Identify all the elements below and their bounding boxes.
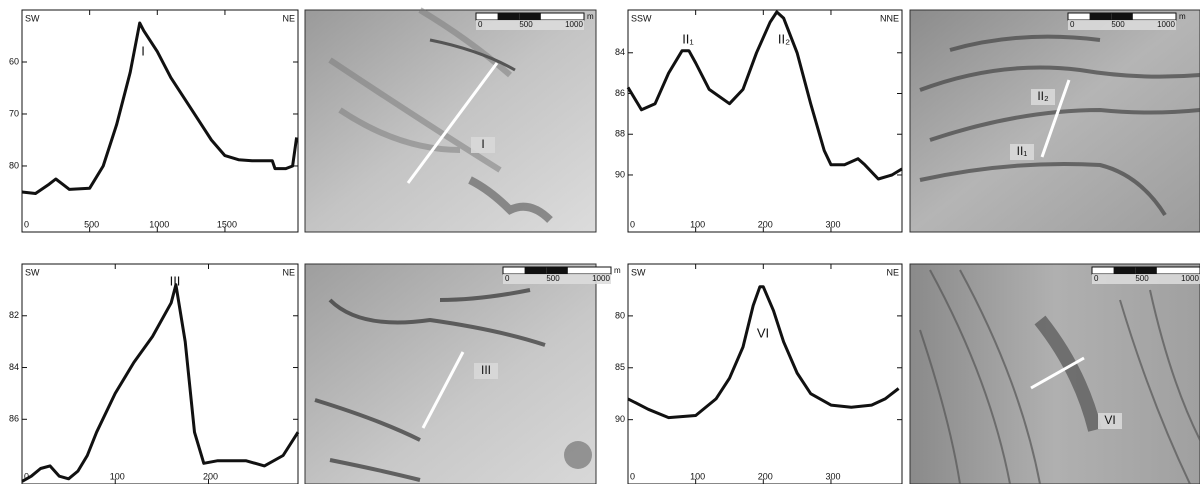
- x-tick-label: 0: [630, 219, 635, 229]
- y-tick-label: 82: [9, 310, 19, 320]
- scale-bar: [1113, 267, 1136, 274]
- x-tick-label: 300: [825, 471, 840, 481]
- scale-label: 500: [519, 20, 533, 29]
- profile-line: [21, 21, 299, 195]
- image-label: VI: [1104, 413, 1115, 427]
- annotation: III: [170, 273, 181, 288]
- profile-line: [21, 283, 300, 483]
- relief-image: [909, 263, 1200, 484]
- x-tick-label: 100: [110, 471, 125, 481]
- image-label: I: [481, 137, 484, 151]
- scale-label: 0: [1094, 274, 1099, 283]
- annotation: VI: [757, 325, 769, 340]
- x-tick-label: 1500: [217, 219, 237, 229]
- label-box: [1098, 413, 1122, 429]
- direction-label: SW: [25, 267, 40, 277]
- direction-label: NE: [282, 267, 295, 277]
- x-tick-label: 1000: [149, 219, 169, 229]
- scale-label: 1000: [1181, 274, 1199, 283]
- x-tick-label: 0: [24, 219, 29, 229]
- x-tick-label: 200: [203, 471, 218, 481]
- x-tick-label: 100: [690, 471, 705, 481]
- scale-bar: [1135, 267, 1157, 274]
- annotation: II₂: [778, 31, 790, 46]
- y-tick-label: 86: [9, 414, 19, 424]
- plot-frame: [21, 263, 299, 484]
- scale-bar: [1068, 20, 1176, 30]
- image-label: III: [481, 363, 491, 377]
- scale-bar: [524, 267, 547, 274]
- relief-image: [304, 7, 597, 233]
- direction-label: NNE: [880, 13, 899, 23]
- profile-line: [626, 10, 903, 181]
- scale-label: 0: [505, 274, 510, 283]
- scale-unit: m: [614, 266, 621, 275]
- scale-bar: [1089, 13, 1112, 20]
- scale-label: 0: [478, 20, 483, 29]
- scale-label: 500: [1111, 20, 1125, 29]
- y-tick-label: 80: [9, 160, 19, 170]
- annotation: I: [141, 43, 145, 58]
- scale-bar: [476, 20, 584, 30]
- scale-bar: [519, 13, 541, 20]
- x-tick-label: 500: [84, 219, 99, 229]
- direction-label: SW: [631, 267, 646, 277]
- y-tick-label: 60: [9, 56, 19, 66]
- scale-label: 500: [546, 274, 560, 283]
- relief-image: [304, 263, 597, 484]
- scale-label: 500: [1135, 274, 1149, 283]
- label-box: [1010, 144, 1034, 160]
- scale-unit: m: [587, 12, 594, 21]
- scale-label: 0: [1070, 20, 1075, 29]
- scale-label: 1000: [565, 20, 583, 29]
- scale-bar: [503, 274, 611, 284]
- image-label: II₂: [1037, 89, 1049, 103]
- plot-frame: [627, 263, 903, 484]
- plot-frame: [627, 9, 903, 233]
- direction-label: SW: [25, 13, 40, 23]
- x-tick-label: 0: [24, 471, 29, 481]
- direction-label: NE: [886, 267, 899, 277]
- profile-line: [627, 285, 900, 420]
- x-tick-label: 300: [825, 219, 840, 229]
- y-tick-label: 80: [615, 310, 625, 320]
- scale-unit: m: [1179, 12, 1186, 21]
- x-tick-label: 200: [758, 471, 773, 481]
- plot-frame: [21, 9, 299, 233]
- x-tick-label: 200: [758, 219, 773, 229]
- scale-label: 1000: [1157, 20, 1175, 29]
- direction-label: NE: [282, 13, 295, 23]
- y-tick-label: 88: [615, 129, 625, 139]
- y-tick-label: 86: [615, 88, 625, 98]
- x-tick-label: 100: [690, 219, 705, 229]
- scale-bar: [1092, 274, 1200, 284]
- y-tick-label: 84: [615, 47, 625, 57]
- scale-bar: [546, 267, 568, 274]
- y-tick-label: 70: [9, 108, 19, 118]
- relief-image: [909, 9, 1200, 233]
- label-box: [471, 137, 495, 153]
- scale-label: 1000: [592, 274, 610, 283]
- y-tick-label: 90: [615, 414, 625, 424]
- scale-bar: [497, 13, 520, 20]
- label-box: [474, 363, 498, 379]
- image-label: II₁: [1017, 144, 1028, 158]
- label-box: [1031, 89, 1055, 105]
- y-tick-label: 85: [615, 362, 625, 372]
- annotation: II₁: [682, 31, 694, 46]
- y-tick-label: 84: [9, 362, 19, 372]
- y-tick-label: 90: [615, 169, 625, 179]
- x-tick-label: 0: [630, 471, 635, 481]
- scale-bar: [1111, 13, 1133, 20]
- direction-label: SSW: [631, 13, 652, 23]
